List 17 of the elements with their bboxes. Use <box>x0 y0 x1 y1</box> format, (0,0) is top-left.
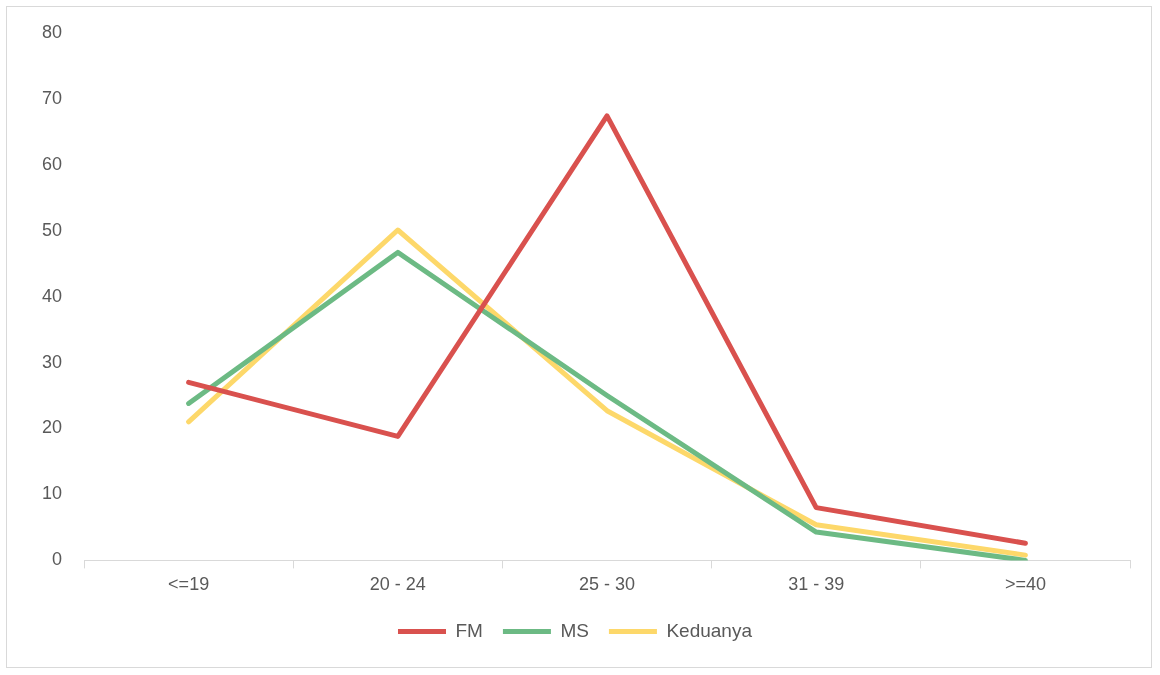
y-tick-label: 60 <box>41 153 63 174</box>
y-tick-label: 20 <box>41 417 63 438</box>
y-tick-label: 0 <box>52 549 63 570</box>
x-tick-label: <=19 <box>168 574 210 595</box>
y-tick-label: 70 <box>41 87 63 108</box>
y-tick-label: 80 <box>41 21 63 42</box>
x-tick-label: 25 - 30 <box>578 574 636 595</box>
y-tick-label: 40 <box>41 285 63 306</box>
x-tick-label: >=40 <box>1004 574 1046 595</box>
legend-label: MS <box>560 619 589 641</box>
x-tick-label: 31 - 39 <box>788 574 845 595</box>
x-tick-label: 20 - 24 <box>369 574 426 595</box>
legend-label: Keduanya <box>666 619 753 641</box>
y-tick-label: 50 <box>41 219 63 240</box>
y-tick-label: 10 <box>41 483 63 504</box>
y-tick-label: 30 <box>41 351 63 372</box>
legend-label: FM <box>455 619 483 641</box>
